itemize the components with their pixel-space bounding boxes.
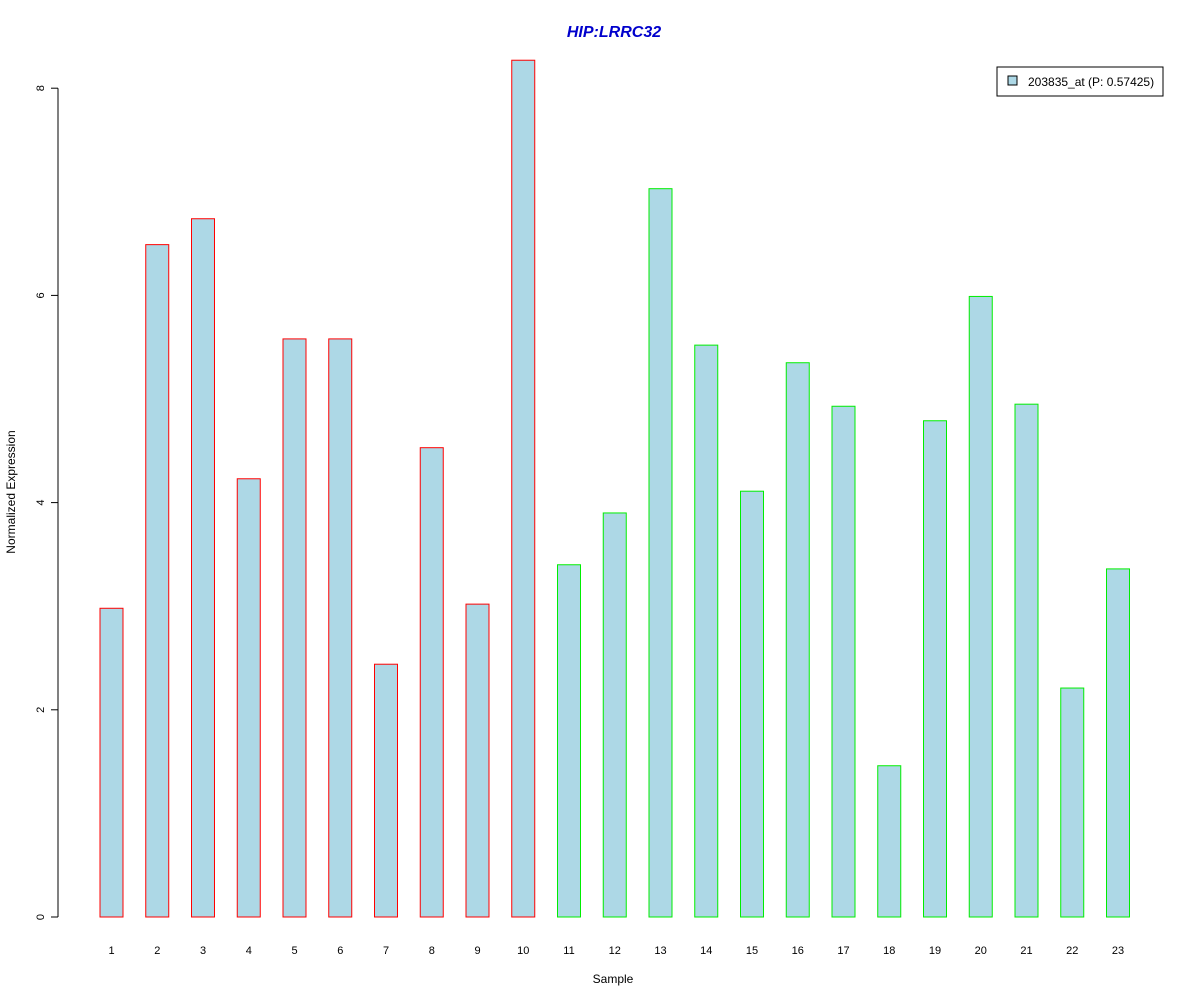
- bar-sample-2: [145, 244, 170, 918]
- bar-sample-15: [740, 490, 764, 918]
- bar-sample-12: [602, 512, 627, 918]
- legend-box: [996, 66, 1164, 97]
- x-tick-label: 10: [517, 945, 529, 957]
- y-tick-label: 8: [35, 85, 47, 91]
- x-tick-label: 23: [1112, 945, 1124, 957]
- x-tick-labels: 1 2 3 4 5 6 7 8 9 10 11 12 13 14 15 16 17 18 19 20 21 22 23: [108, 945, 1124, 957]
- x-tick-label: 9: [474, 945, 480, 957]
- x-tick-label: 5: [291, 945, 297, 957]
- x-tick-label: 3: [200, 945, 206, 957]
- x-tick-label: 13: [654, 945, 666, 957]
- bar-sample-10: [511, 59, 536, 918]
- x-tick-label: 21: [1020, 945, 1032, 957]
- x-tick-label: 4: [246, 945, 252, 957]
- legend-label: 203835_at (P: 0.57425): [1028, 75, 1154, 89]
- x-tick-label: 19: [929, 945, 941, 957]
- y-tick-label: 2: [35, 707, 47, 713]
- x-tick-label: 14: [700, 945, 712, 957]
- bar-sample-13: [648, 188, 673, 918]
- y-tick-label: 4: [35, 500, 47, 506]
- y-axis: 0 2 4 6 8: [35, 85, 59, 920]
- x-tick-label: 17: [837, 945, 849, 957]
- x-tick-label: 2: [154, 945, 160, 957]
- x-tick-label: 6: [337, 945, 343, 957]
- y-tick-label: 6: [35, 292, 47, 298]
- bar-sample-22: [1060, 687, 1085, 918]
- x-axis-label: Sample: [593, 972, 634, 986]
- x-tick-label: 15: [746, 945, 758, 957]
- x-tick-label: 1: [108, 945, 114, 957]
- bar-sample-20: [968, 295, 993, 918]
- bar-sample-14: [694, 344, 719, 918]
- bar-sample-16: [785, 362, 810, 918]
- bar-sample-19: [923, 420, 947, 918]
- bar-sample-23: [1106, 568, 1130, 918]
- x-tick-label: 20: [975, 945, 987, 957]
- bars: [99, 59, 1130, 918]
- y-axis-label: Normalized Expression: [4, 430, 18, 553]
- bar-sample-5: [282, 338, 307, 918]
- bar-sample-17: [831, 405, 856, 918]
- x-tick-label: 8: [429, 945, 435, 957]
- bar-sample-9: [465, 603, 490, 918]
- bar-sample-3: [191, 218, 215, 918]
- chart-title: HIP:LRRC32: [567, 24, 661, 41]
- bar-sample-6: [328, 338, 353, 918]
- bar-sample-7: [374, 663, 398, 918]
- x-tick-label: 22: [1066, 945, 1078, 957]
- bar-sample-4: [236, 478, 261, 918]
- x-tick-label: 12: [609, 945, 621, 957]
- x-tick-label: 7: [383, 945, 389, 957]
- bar-sample-1: [99, 607, 124, 918]
- x-tick-label: 16: [792, 945, 804, 957]
- y-tick-label: 0: [35, 914, 47, 920]
- x-tick-label: 18: [883, 945, 895, 957]
- x-tick-label: 11: [563, 945, 574, 957]
- bar-sample-18: [877, 765, 902, 918]
- legend-swatch: [1007, 75, 1018, 86]
- legend: 203835_at (P: 0.57425): [996, 66, 1164, 97]
- bar-sample-11: [557, 564, 581, 918]
- bar-sample-21: [1014, 403, 1039, 918]
- bar-sample-8: [419, 447, 444, 918]
